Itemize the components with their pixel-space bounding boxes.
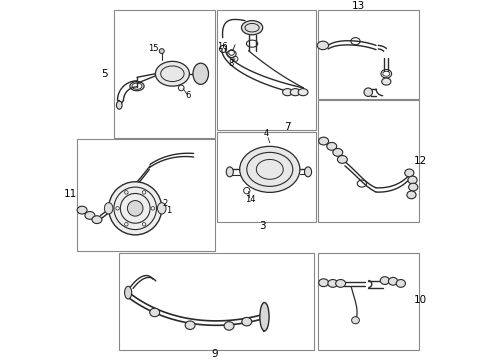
Bar	[217, 10, 316, 130]
Ellipse shape	[408, 176, 417, 184]
Ellipse shape	[389, 278, 398, 285]
Ellipse shape	[382, 78, 391, 85]
Ellipse shape	[124, 286, 132, 299]
Ellipse shape	[352, 317, 359, 324]
Ellipse shape	[338, 156, 347, 163]
Ellipse shape	[157, 203, 166, 214]
Text: 16: 16	[218, 42, 228, 51]
Ellipse shape	[85, 212, 95, 219]
Ellipse shape	[380, 277, 390, 284]
Bar	[119, 253, 314, 350]
Ellipse shape	[405, 169, 414, 177]
Ellipse shape	[260, 302, 269, 331]
Ellipse shape	[328, 279, 338, 287]
Circle shape	[109, 182, 162, 235]
Ellipse shape	[333, 148, 343, 156]
Bar	[318, 253, 418, 350]
Ellipse shape	[291, 89, 300, 96]
Ellipse shape	[409, 183, 418, 191]
Ellipse shape	[242, 21, 263, 35]
Ellipse shape	[155, 61, 190, 86]
Bar	[318, 10, 418, 99]
Circle shape	[127, 201, 143, 216]
Bar	[77, 139, 215, 251]
Ellipse shape	[318, 279, 329, 287]
Ellipse shape	[318, 137, 329, 145]
Ellipse shape	[304, 167, 312, 177]
Ellipse shape	[283, 89, 293, 96]
Bar	[217, 132, 316, 222]
Ellipse shape	[77, 206, 87, 214]
Ellipse shape	[240, 147, 300, 192]
Text: 7: 7	[284, 122, 291, 132]
Ellipse shape	[396, 279, 405, 287]
Text: 13: 13	[352, 1, 365, 12]
Ellipse shape	[193, 63, 209, 84]
Ellipse shape	[92, 216, 102, 224]
Ellipse shape	[226, 167, 233, 177]
Ellipse shape	[104, 203, 113, 214]
Ellipse shape	[224, 322, 234, 330]
Ellipse shape	[317, 41, 329, 50]
Text: 11: 11	[63, 189, 76, 199]
Text: 1: 1	[166, 206, 172, 215]
Text: 2: 2	[162, 198, 168, 207]
Text: 15: 15	[147, 45, 158, 54]
Ellipse shape	[364, 88, 372, 96]
Circle shape	[159, 49, 164, 54]
Ellipse shape	[298, 89, 308, 96]
Text: 10: 10	[414, 296, 427, 305]
Text: 4: 4	[264, 130, 269, 139]
Ellipse shape	[336, 279, 345, 287]
Text: 6: 6	[186, 90, 191, 99]
Ellipse shape	[150, 308, 160, 317]
Ellipse shape	[407, 191, 416, 199]
Ellipse shape	[327, 143, 337, 150]
Text: 5: 5	[101, 69, 107, 79]
Text: 3: 3	[259, 221, 266, 231]
Text: 14: 14	[245, 195, 256, 204]
Bar	[114, 10, 215, 138]
Text: 8: 8	[228, 59, 234, 68]
Bar	[318, 100, 418, 222]
Text: 9: 9	[212, 348, 218, 359]
Ellipse shape	[185, 321, 195, 329]
Text: 12: 12	[414, 156, 427, 166]
Ellipse shape	[242, 318, 252, 326]
Ellipse shape	[117, 101, 122, 109]
